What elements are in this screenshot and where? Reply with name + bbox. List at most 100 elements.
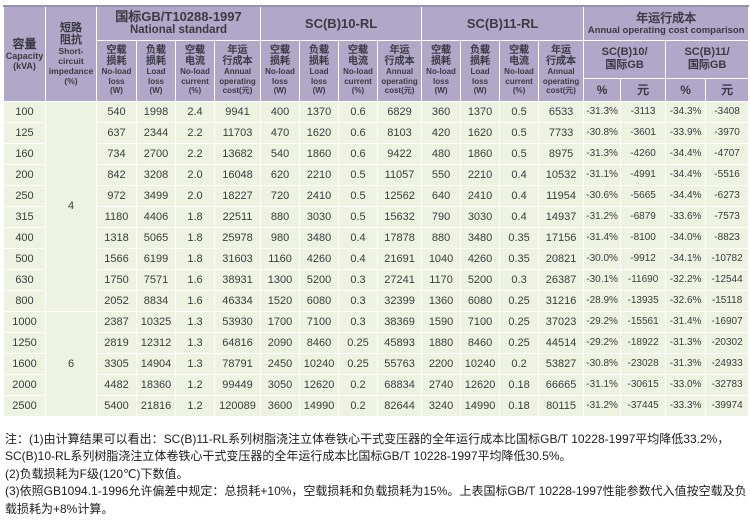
cell-sc11-3: 44514 [538,331,585,354]
cell-comparison-0: -30.8% [583,121,622,144]
cell-sc10-1: 7100 [299,310,340,333]
cell-gb-1: 12312 [136,331,176,354]
cell-sc11-3: 11954 [538,184,585,207]
cell-capacity: 400 [3,226,46,249]
cell-sc10-3: 12562 [377,184,423,207]
cell-comparison-0: -30.6% [583,184,622,207]
cell-capacity: 500 [3,247,46,270]
cell-comparison-0: -28.9% [583,289,622,312]
cell-gb-3: 16048 [213,163,262,186]
cell-sc10-0: 400 [260,100,301,123]
group-sc10-label: SC(B)10-RL [304,15,378,31]
cell-comparison-1: -5665 [620,184,667,207]
cell-sc10-0: 3600 [260,394,301,417]
table-row: 2500 5400 21816 1.2 120089 3600 14990 0.2 82644 3… [3,394,750,417]
cell-gb-0: 637 [96,121,137,144]
table-row: 630 1750 7571 1.6 38931 1300 5200 0.3 27241 1170 5… [3,268,750,291]
cell-sc10-1: 8460 [299,331,340,354]
cell-comparison-0: -31.2% [583,394,622,417]
table-row: 315 1180 4406 1.8 22511 880 3030 0.5 15632 790 303… [3,205,750,228]
cell-sc10-2: 0.25 [338,331,379,354]
cell-gb-2: 2.4 [175,100,215,123]
capacity-header-unit: (kVA) [13,60,36,71]
cell-comparison-1: -11690 [620,268,667,291]
table-row: 160 734 2700 2.2 13682 540 1860 0.6 9422 480 1860 0… [3,142,750,165]
cell-gb-2: 1.6 [175,289,215,312]
cell-sc11-2: 0.18 [499,394,540,417]
cell-sc11-2: 0.4 [499,205,540,228]
unit-yuan-sc10: 元 [620,77,667,102]
cell-gb-0: 2052 [96,289,137,312]
table-row: 1250 2819 12312 1.3 64816 2090 8460 0.25 45893 18… [3,331,750,354]
cell-gb-0: 4482 [96,373,137,396]
cell-comparison-1: -23028 [620,352,667,375]
cell-sc10-1: 14990 [299,394,340,417]
cell-comparison-2: -31.3% [665,352,707,375]
cell-sc10-1: 3480 [299,226,340,249]
cell-gb-3: 18227 [213,184,262,207]
cell-sc11-1: 1370 [460,100,501,123]
cell-sc10-2: 0.6 [338,121,379,144]
cell-comparison-1: -8100 [620,226,667,249]
sub-header-row: 空载 损耗 No-load loss (W) 负载 损耗 Load loss (… [4,39,750,102]
cell-sc10-3: 32399 [377,289,423,312]
cell-sc11-3: 17156 [538,226,585,249]
cell-sc11-1: 3480 [460,226,501,249]
impedance-header-zh2: 阻抗 [60,33,82,46]
cell-sc10-3: 82644 [377,394,423,417]
table-body: 100 4 540 1998 2.4 9941 400 1370 0.6 6829 360 1370 0… [3,100,750,417]
cell-sc11-0: 2200 [421,352,462,375]
cell-comparison-0: -30.8% [583,352,622,375]
cell-comparison-3: -5516 [705,163,750,186]
cell-comparison-2: -34.1% [665,247,707,270]
cell-comparison-3: -3408 [705,100,750,123]
cell-sc11-2: 0.18 [499,373,540,396]
cell-comparison-3: -7573 [705,205,750,228]
cell-comparison-1: -18922 [620,331,667,354]
cell-sc11-1: 7100 [460,310,501,333]
cell-gb-2: 2.2 [175,142,215,165]
note-line-2: SC(B)10-RL系列树脂浇注立体卷铁心干式变压器的全年运行成本比国标GB/T… [5,449,572,463]
cell-comparison-2: -34.4% [665,184,707,207]
cell-gb-3: 22511 [213,205,262,228]
subheader-sc11-vs-gb: SC(B)11/ 国际GB [665,39,750,79]
subheader-sc10-no-load-current: 空载 电流 No-load current (%) [338,39,379,102]
cell-sc11-0: 1170 [421,268,462,291]
table-row: 800 2052 8834 1.6 46334 1520 6080 0.3 32399 1360 6… [3,289,750,312]
cell-capacity: 800 [3,289,46,312]
subheader-sc11-load-loss: 负载 损耗 Load loss (W) [460,39,501,102]
cell-gb-1: 5065 [136,226,176,249]
group-comparison-zh: 年运行成本 [636,10,697,25]
table-row: 1000 6 2387 10325 1.3 53930 1700 7100 0.3 38369 15… [3,310,750,417]
table-row: 400 1318 5065 1.8 25978 980 3480 0.4 17878 880 348… [3,226,750,249]
cell-gb-2: 1.3 [175,310,215,333]
cell-sc11-2: 0.5 [499,121,540,144]
cell-capacity: 100 [3,100,46,123]
subheader-sc11-no-load-loss: 空载 损耗 No-load loss (W) [421,39,462,102]
impedance-header-en1: Short- [58,45,84,56]
cell-comparison-1: -13935 [620,289,667,312]
cell-sc11-0: 2740 [421,373,462,396]
cell-sc10-2: 0.6 [338,100,379,123]
cell-capacity: 200 [3,163,46,186]
cell-sc11-1: 6080 [460,289,501,312]
cell-gb-0: 2387 [96,310,137,333]
cell-comparison-1: -9912 [620,247,667,270]
cell-sc10-2: 0.3 [338,289,379,312]
cell-comparison-1: -15561 [620,310,667,333]
cell-sc11-0: 1880 [421,331,462,354]
cell-gb-2: 2.0 [175,184,215,207]
cell-sc10-3: 38369 [377,310,423,333]
cell-comparison-2: -32.6% [665,289,707,312]
subheader-sc10-no-load-loss: 空载 损耗 No-load loss (W) [260,39,301,102]
table-row: 250 972 3499 2.0 18227 720 2410 0.5 12562 640 2410… [3,184,750,207]
unit-yuan-sc11: 元 [705,77,750,102]
table-row: 500 1566 6199 1.8 31603 1160 4260 0.4 21691 1040 4… [3,247,750,270]
cell-comparison-3: -6273 [705,184,750,207]
group-comparison-en: Annual operating cost comparison [587,24,745,36]
group-header-gb: 国标GB/T10288-1997 National standard [95,5,262,41]
cell-gb-1: 21816 [136,394,176,417]
cell-comparison-2: -33.0% [665,373,707,396]
cell-sc10-1: 3030 [299,205,340,228]
cell-sc11-3: 26387 [538,268,585,291]
